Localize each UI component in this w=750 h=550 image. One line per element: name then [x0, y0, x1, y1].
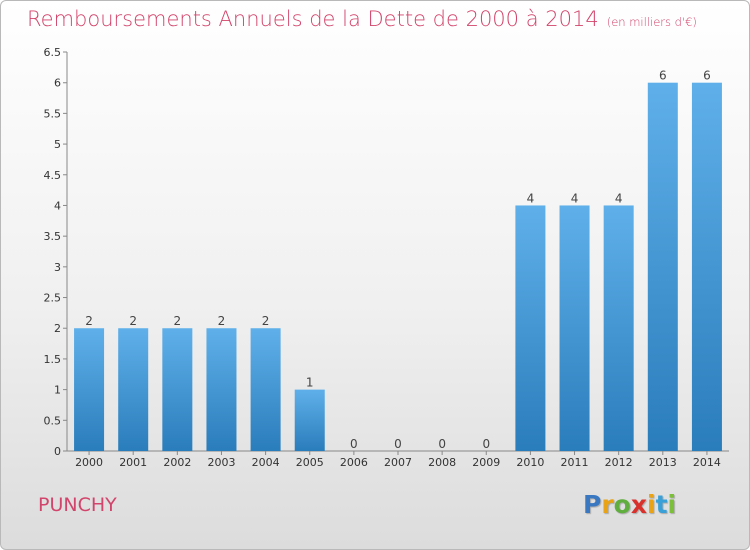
bar-value-label: 0 — [482, 437, 490, 451]
bar-value-label: 2 — [85, 314, 93, 328]
y-axis: 0 0.5 1 1.5 2 2.5 3 3.5 4 4.5 5 5.5 6 6.5 — [44, 46, 68, 458]
y-tick-label: 6 — [54, 77, 61, 90]
x-tick-label: 2010 — [516, 456, 544, 469]
bar-value-label: 4 — [571, 191, 579, 205]
bar-value-label: 0 — [438, 437, 446, 451]
y-tick-label: 4 — [54, 199, 61, 212]
logo-letter: o — [613, 490, 631, 519]
bars — [74, 82, 722, 451]
bar-value-label: 4 — [527, 191, 535, 205]
bar-value-label: 0 — [394, 437, 402, 451]
x-tick-label: 2009 — [472, 456, 500, 469]
bar-value-label: 1 — [306, 376, 314, 390]
bar — [118, 328, 149, 451]
x-tick-label: 2007 — [384, 456, 412, 469]
chart-title-text: Remboursements Annuels de la Dette de 20… — [27, 7, 599, 31]
x-tick-label: 2013 — [649, 456, 677, 469]
x-tick-label: 2003 — [207, 456, 235, 469]
y-tick-label: 0.5 — [44, 414, 62, 427]
y-tick-label: 3.5 — [44, 230, 62, 243]
bar-value-label: 2 — [262, 314, 270, 328]
bar-value-label: 2 — [174, 314, 182, 328]
bar — [559, 205, 590, 451]
logo-letter: x — [630, 490, 647, 519]
x-tick-label: 2014 — [693, 456, 721, 469]
y-tick-label: 5 — [54, 138, 61, 151]
y-tick-label: 2.5 — [44, 292, 62, 305]
y-tick-label: 1 — [54, 384, 61, 397]
bar-value-label: 4 — [615, 191, 623, 205]
x-tick-label: 2011 — [561, 456, 589, 469]
x-tick-label: 2004 — [252, 456, 280, 469]
bar-value-label: 0 — [350, 437, 358, 451]
logo-letter: i — [647, 490, 656, 519]
bar — [647, 82, 678, 451]
bar-value-label: 2 — [218, 314, 226, 328]
data-labels: 2 2 2 2 2 1 0 0 0 0 4 4 4 6 6 — [85, 69, 711, 451]
logo-letter: P — [583, 490, 602, 519]
y-tick-label: 1.5 — [44, 353, 62, 366]
x-tick-label: 2006 — [340, 456, 368, 469]
bar — [603, 205, 634, 451]
y-tick-label: 3 — [54, 261, 61, 274]
y-tick-label: 4.5 — [44, 169, 62, 182]
bar — [206, 328, 237, 451]
bar-value-label: 6 — [703, 69, 711, 83]
x-tick-label: 2002 — [163, 456, 191, 469]
place-name: PUNCHY — [38, 494, 117, 516]
y-tick-label: 0 — [54, 445, 61, 458]
x-tick-label: 2012 — [605, 456, 633, 469]
y-tick-label: 6.5 — [44, 46, 62, 59]
logo-letter: i — [667, 490, 677, 519]
bar-value-label: 6 — [659, 69, 667, 83]
y-tick-label: 5.5 — [44, 107, 62, 120]
y-tick-label: 2 — [54, 322, 61, 335]
bar — [691, 82, 722, 451]
logo-letter: t — [655, 490, 668, 519]
x-tick-label: 2008 — [428, 456, 456, 469]
logo-letter: r — [601, 490, 614, 519]
x-axis: 2000 2001 2002 2003 2004 2005 2006 2007 2008 2009… — [67, 450, 729, 469]
bar — [515, 205, 546, 451]
chart-subtitle: (en milliers d'€) — [606, 15, 697, 29]
bar — [250, 328, 281, 451]
x-tick-label: 2001 — [119, 456, 147, 469]
x-tick-label: 2000 — [75, 456, 103, 469]
bar-value-label: 2 — [129, 314, 137, 328]
bar — [162, 328, 193, 451]
chart-title: Remboursements Annuels de la Dette de 20… — [27, 7, 697, 31]
x-tick-label: 2005 — [296, 456, 324, 469]
bar — [294, 389, 325, 451]
proxiti-logo: Proxiti — [583, 490, 676, 519]
bar — [74, 328, 105, 451]
